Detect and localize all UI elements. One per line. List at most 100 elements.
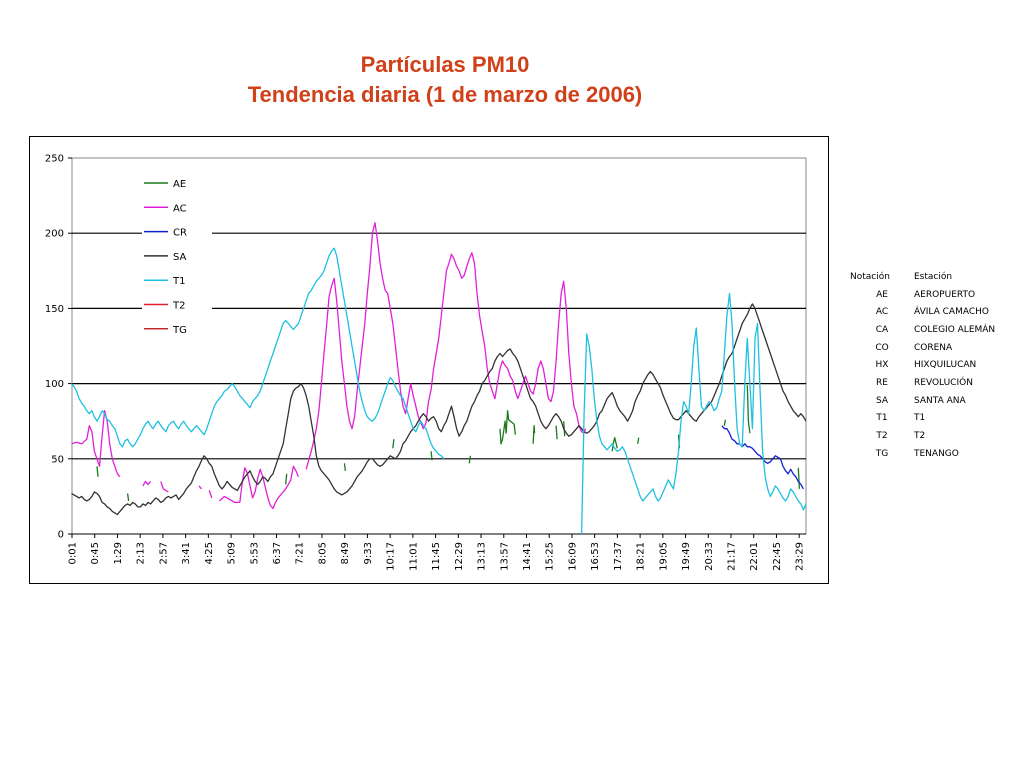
station-row: RE REVOLUCIÓN [850, 374, 995, 392]
x-tick-label: 5:09 [227, 542, 238, 564]
x-tick-label: 6:37 [272, 542, 283, 564]
y-tick-label: 50 [51, 454, 64, 465]
station-code: SA [875, 395, 889, 406]
series-line-ae [532, 425, 536, 444]
chart-title-line-1: Partículas PM10 [360, 52, 530, 77]
station-name: HIXQUILUCAN [914, 360, 977, 371]
legend-bg [142, 174, 212, 190]
series-line-ae [126, 493, 130, 501]
series-line-ac [218, 465, 300, 510]
series-line-ae [343, 463, 347, 471]
x-tick-label: 22:45 [772, 542, 783, 571]
series-line-ae [392, 439, 395, 449]
series-line-sa [71, 303, 807, 516]
series-line-ae [611, 437, 618, 452]
station-row: HX HIXQUILUCAN [850, 356, 995, 374]
legend-bg [142, 295, 212, 312]
station-code: AE [876, 289, 888, 300]
x-tick-label: 17:37 [613, 542, 624, 571]
station-row: T2 T2 [850, 427, 995, 445]
series-line-ae [96, 466, 99, 477]
station-code: RE [876, 377, 888, 388]
station-name: CORENA [914, 342, 953, 353]
station-name: REVOLUCIÓN [914, 377, 973, 388]
series-line-ac [208, 490, 213, 499]
legend-label-tg: TG [172, 325, 187, 336]
station-notation-table: Notación Estación AE AEROPUERTO AC ÁVILA CAMA… [850, 268, 995, 463]
station-code: CA [875, 324, 889, 335]
x-tick-label: 18:21 [636, 542, 647, 571]
y-tick-label: 150 [45, 304, 64, 315]
legend-bg [142, 246, 212, 263]
station-row: AC ÁVILA CAMACHO [850, 303, 995, 321]
x-tick-label: 13:57 [499, 542, 510, 571]
header-notation: Notación [850, 271, 890, 282]
series-line-ac [198, 485, 203, 490]
station-name: T2 [914, 431, 926, 442]
legend-label-sa: SA [173, 252, 187, 263]
x-tick-label: 2:13 [136, 542, 147, 564]
x-tick-label: 16:09 [567, 542, 578, 571]
y-tick-label: 0 [58, 530, 64, 541]
x-tick-label: 13:13 [477, 542, 488, 571]
station-name: AEROPUERTO [914, 289, 976, 300]
x-tick-label: 16:53 [590, 542, 601, 571]
station-code: CO [875, 342, 889, 353]
x-tick-label: 4:25 [204, 542, 215, 564]
legend-label-ac: AC [173, 203, 187, 214]
series-line-ae [430, 451, 433, 461]
x-tick-label: 2:57 [158, 542, 169, 564]
series-line-ae [468, 455, 472, 464]
station-row: CO CORENA [850, 339, 995, 357]
x-tick-label: 0:45 [90, 542, 101, 564]
series-line-t1 [71, 247, 445, 460]
x-tick-label: 7:21 [295, 542, 306, 564]
series-line-ac [160, 481, 169, 493]
series-line-ae [797, 467, 801, 489]
x-tick-label: 21:17 [727, 542, 738, 571]
station-name: COLEGIO ALEMÁN [914, 324, 996, 335]
y-tick-label: 200 [45, 229, 64, 240]
y-tick-label: 100 [45, 379, 64, 390]
station-code: T2 [876, 431, 888, 442]
station-code: T1 [876, 413, 888, 424]
station-name: TENANGO [914, 448, 959, 459]
x-tick-label: 22:01 [749, 542, 760, 571]
legend-label-t1: T1 [172, 276, 185, 287]
station-code: TG [875, 448, 889, 459]
series-line-cr [721, 425, 804, 490]
x-tick-label: 0:01 [68, 542, 79, 564]
x-tick-label: 12:29 [454, 542, 465, 571]
series-line-ae [285, 473, 288, 485]
x-tick-label: 15:25 [545, 542, 556, 571]
station-name: ÁVILA CAMACHO [914, 307, 989, 318]
legend-bg [142, 319, 212, 336]
x-tick-label: 20:33 [704, 542, 715, 571]
x-tick-label: 11:45 [431, 542, 442, 571]
x-tick-label: 11:01 [408, 542, 419, 571]
series-line-ac [142, 480, 152, 487]
x-tick-label: 5:53 [249, 542, 260, 564]
series-line-t1 [580, 292, 807, 535]
series-line-ae [746, 385, 751, 434]
chart-title-line-2: Tendencia diaria (1 de marzo de 2006) [247, 82, 643, 107]
x-tick-label: 19:49 [681, 542, 692, 571]
station-table-header: Notación Estación [850, 268, 995, 286]
series-line-ae [723, 419, 727, 426]
x-tick-label: 8:49 [340, 542, 351, 564]
station-code: AC [875, 307, 889, 318]
legend-bg [142, 271, 212, 288]
series-line-ae [637, 437, 640, 444]
station-row: TG TENANGO [850, 445, 995, 463]
y-tick-label: 250 [45, 154, 64, 165]
series-line-ae [555, 425, 558, 440]
x-tick-label: 8:05 [317, 542, 328, 564]
legend-bg [142, 198, 212, 215]
series-line-ae [499, 410, 516, 445]
x-tick-label: 1:29 [113, 542, 124, 564]
chart-area: 0 50 100 150 200 250 0:01 0:45 1:29 2:13 2:57 3:41 4… [29, 136, 829, 584]
series-line-ac [305, 222, 587, 470]
station-name: SANTA ANA [914, 395, 966, 406]
legend-label-t2: T2 [172, 301, 185, 312]
x-tick-label: 3:41 [181, 542, 192, 564]
